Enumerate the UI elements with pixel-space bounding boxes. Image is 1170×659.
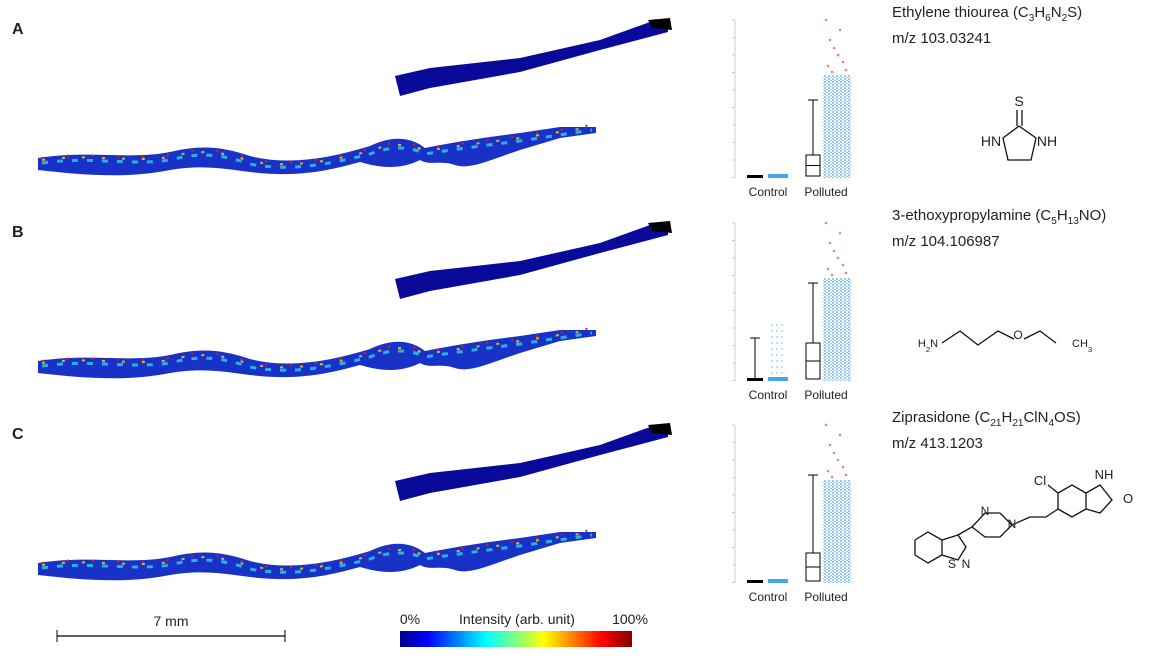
structure-label: S xyxy=(1014,93,1023,109)
outlier-point xyxy=(844,271,848,275)
structure-label: O xyxy=(1013,328,1022,342)
structure-label: O xyxy=(1123,491,1133,506)
tissue-tip xyxy=(648,423,672,435)
control-box xyxy=(747,580,763,583)
control-points xyxy=(768,323,786,381)
outlier-point xyxy=(824,221,828,225)
structure-label: HN xyxy=(981,133,1001,149)
polluted-points xyxy=(823,480,851,583)
outlier-point xyxy=(826,267,830,271)
compound-name: Ziprasidone (C21H21ClN4OS) xyxy=(892,409,1081,429)
outlier-point xyxy=(824,18,828,22)
group-label: Control xyxy=(749,590,788,604)
colorbar-max: 100% xyxy=(612,611,648,627)
control-points xyxy=(768,377,788,381)
bond xyxy=(1047,484,1059,494)
bond xyxy=(1023,330,1057,344)
panel-label: B xyxy=(12,224,24,241)
polluted-tissue xyxy=(38,127,596,176)
structure-label: N xyxy=(981,504,990,518)
structure-label: NH xyxy=(1095,467,1114,482)
structure-label: S xyxy=(948,557,956,571)
panel: A Control Polluted S HN NH xyxy=(12,18,1057,199)
outlier-point xyxy=(826,469,830,473)
outlier-point xyxy=(828,241,832,245)
group-label: Polluted xyxy=(804,388,847,402)
tissue-tip xyxy=(648,221,672,233)
bond xyxy=(1085,484,1113,514)
structure-label: H2N xyxy=(918,338,938,354)
panel-label: C xyxy=(12,426,24,443)
outlier-point xyxy=(841,465,845,469)
control-points xyxy=(768,174,788,178)
mz-value: m/z 104.106987 xyxy=(892,233,1000,250)
mz-value: m/z 103.03241 xyxy=(892,30,992,47)
control-tissue xyxy=(395,427,668,501)
outlier-point xyxy=(828,38,832,42)
outlier-point xyxy=(824,423,828,427)
group-label: Polluted xyxy=(804,590,847,604)
outlier-point xyxy=(844,473,848,477)
bond xyxy=(941,330,1015,346)
compound-name: 3-ethoxypropylamine (C5H13NO) xyxy=(892,207,1107,227)
polluted-points xyxy=(823,75,851,178)
control-box xyxy=(747,378,763,381)
compound-name: Ethylene thiourea (C3H6N2S) xyxy=(892,4,1083,24)
control-points xyxy=(768,579,788,583)
outlier-point xyxy=(841,60,845,64)
outlier-point xyxy=(838,433,842,437)
panels: A Control Polluted S HN NH B Control Polluted H2N… xyxy=(12,18,1133,604)
outlier-point xyxy=(830,273,834,277)
control-box xyxy=(747,175,763,178)
polluted-tissue xyxy=(38,330,596,379)
colorbar-min: 0% xyxy=(400,611,420,627)
outlier-point xyxy=(836,53,840,57)
polluted-tissue xyxy=(38,532,596,581)
outlier-point xyxy=(832,46,836,50)
outlier-point xyxy=(830,70,834,74)
outlier-point xyxy=(836,256,840,260)
group-label: Control xyxy=(749,388,788,402)
group-label: Control xyxy=(749,185,788,199)
panel-label: A xyxy=(12,21,24,38)
control-tissue xyxy=(395,22,668,96)
outlier-point xyxy=(838,28,842,32)
bond xyxy=(914,531,943,564)
outlier-point xyxy=(836,458,840,462)
panel: B Control Polluted H2N O CH3 xyxy=(12,221,1092,402)
structure-label: N xyxy=(1008,517,1017,531)
polluted-points xyxy=(823,278,851,381)
outlier-point xyxy=(841,263,845,267)
tissue-tip xyxy=(648,18,672,30)
colorbar-title: Intensity (arb. unit) xyxy=(459,611,575,627)
outlier-point xyxy=(844,68,848,72)
bond xyxy=(1057,484,1087,518)
bond xyxy=(957,512,1013,538)
outlier-point xyxy=(832,451,836,455)
structure-label: Cl xyxy=(1034,473,1046,488)
outlier-point xyxy=(832,249,836,253)
outlier-point xyxy=(828,443,832,447)
outlier-point xyxy=(830,475,834,479)
structure-label: CH3 xyxy=(1072,338,1092,354)
colorbar xyxy=(400,631,632,647)
control-tissue xyxy=(395,225,668,299)
group-label: Polluted xyxy=(804,185,847,199)
structure-label: NH xyxy=(1037,133,1057,149)
bond xyxy=(1011,508,1059,526)
bond xyxy=(1002,125,1037,161)
scale-bar-label: 7 mm xyxy=(154,613,189,629)
bond xyxy=(941,534,967,561)
outlier-point xyxy=(826,64,830,68)
mz-value: m/z 413.1203 xyxy=(892,435,983,452)
outlier-point xyxy=(838,231,842,235)
structure-label: N xyxy=(962,557,971,571)
